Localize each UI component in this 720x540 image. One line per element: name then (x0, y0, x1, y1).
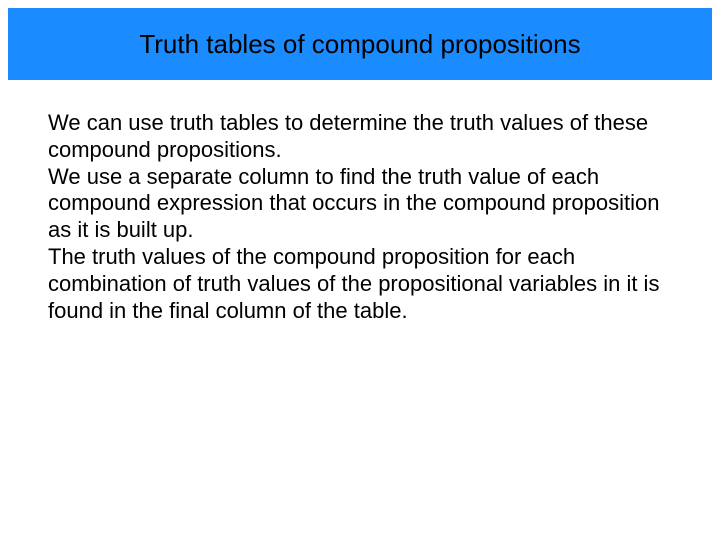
slide-header: Truth tables of compound propositions (8, 8, 712, 80)
slide-title: Truth tables of compound propositions (139, 29, 580, 60)
slide-body-text: We can use truth tables to determine the… (48, 110, 672, 325)
